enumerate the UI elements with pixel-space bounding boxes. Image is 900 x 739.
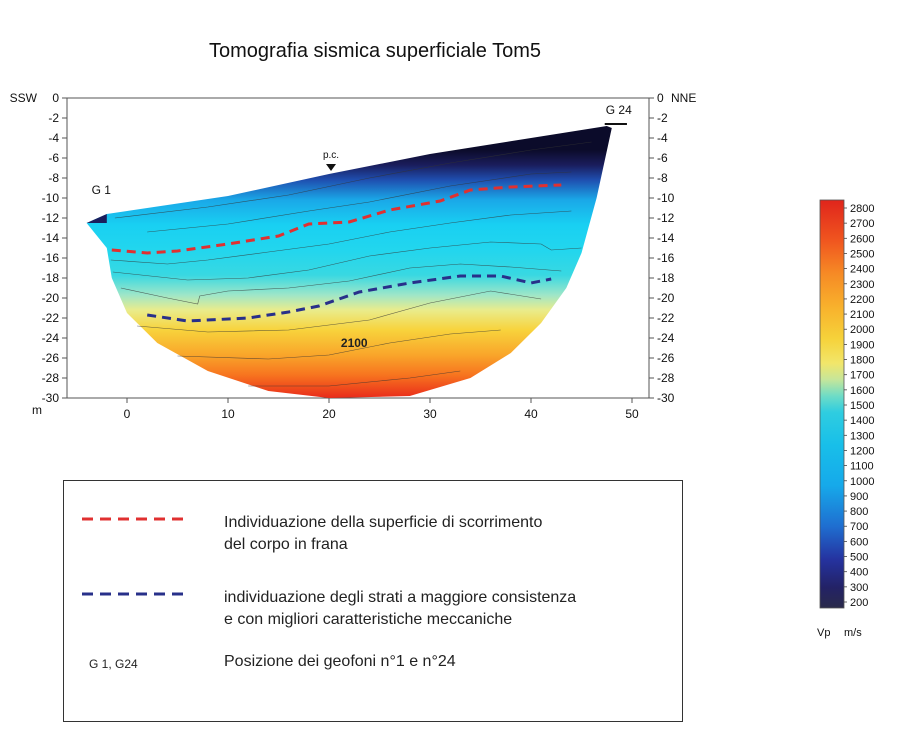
colorbar-tick-label: 2800 — [850, 203, 874, 215]
plot-frame-rect — [66, 97, 650, 399]
colorbar-tick-label: 500 — [850, 552, 868, 564]
y-tick-label-right: -22 — [657, 311, 675, 325]
contour-line-7 — [114, 141, 592, 219]
x-tick-label: 40 — [524, 407, 538, 421]
g1-wedge — [86, 214, 107, 223]
y-tick-label-right: -14 — [657, 231, 675, 245]
y-tick-label-right: -18 — [657, 271, 675, 285]
contour-line-2 — [112, 241, 582, 281]
colorbar-tick-label: 1700 — [850, 370, 874, 382]
colorbar-tick-label: 2000 — [850, 324, 874, 336]
y-tick-label-right: 0 — [657, 91, 664, 105]
x-tick-label: 30 — [423, 407, 437, 421]
legend-blue-text-2: e con migliori caratteristiche meccanich… — [224, 611, 513, 628]
y-tick-label-right: -6 — [657, 151, 668, 165]
y-tick-label-left: -22 — [42, 311, 60, 325]
colorbar-tick-label: 2100 — [850, 309, 874, 321]
colorbar-tick-label: 800 — [850, 506, 868, 518]
colorbar-tick-label: 1000 — [850, 476, 874, 488]
y-tick-label-left: -28 — [42, 371, 60, 385]
colorbar-tick-label: 1600 — [850, 385, 874, 397]
x-tick-label: 50 — [625, 407, 639, 421]
contour-line-1 — [110, 210, 572, 265]
colorbar-rect — [819, 199, 845, 609]
legend-red-text-1: Individuazione della superficie di scorr… — [224, 514, 543, 531]
y-tick-label-left: -26 — [42, 351, 60, 365]
colorbar-tick-label: 2500 — [850, 248, 874, 260]
colorbar-label: Vp — [817, 627, 830, 639]
colorbar-tick-label: 1400 — [850, 415, 874, 427]
colorbar-tick-label: 300 — [850, 582, 868, 594]
y-tick-label-right: -26 — [657, 351, 675, 365]
y-tick-label-right: -8 — [657, 171, 668, 185]
y-tick-label-left: -18 — [42, 271, 60, 285]
y-tick-label-left: -16 — [42, 251, 60, 265]
colorbar-tick-label: 1200 — [850, 445, 874, 457]
colorbar-tick-label: 1800 — [850, 355, 874, 367]
legend-box — [63, 480, 683, 722]
contour-line-4 — [137, 290, 542, 333]
legend-red-text-2: del corpo in frana — [224, 536, 348, 553]
y-tick-label-left: -6 — [48, 151, 59, 165]
colorbar-tick-label: 700 — [850, 521, 868, 533]
slip-surface-line — [111, 183, 562, 255]
colorbar-tick-label: 2400 — [850, 264, 874, 276]
velocity-body — [86, 126, 612, 398]
y-tick-label-right: -12 — [657, 211, 675, 225]
colorbar-tick-label: 900 — [850, 491, 868, 503]
contour-line-6 — [248, 370, 461, 387]
contour-line-5 — [177, 329, 501, 360]
y-tick-label-left: -24 — [42, 331, 60, 345]
consistent-strata-line — [146, 274, 552, 323]
colorbar-tick-label: 2700 — [850, 218, 874, 230]
y-tick-label-left: -10 — [42, 191, 60, 205]
y-tick-label-right: -10 — [657, 191, 675, 205]
colorbar-tick-label: 400 — [850, 567, 868, 579]
x-tick-label: 10 — [221, 407, 235, 421]
contour-line-3 — [120, 263, 562, 305]
g1-label: G 1 — [92, 183, 112, 197]
colorbar-tick-label: 200 — [850, 597, 868, 609]
colorbar-tick-label: 1900 — [850, 339, 874, 351]
y-tick-label-right: -2 — [657, 111, 668, 125]
colorbar-unit: m/s — [844, 627, 862, 639]
y-tick-label-left: -12 — [42, 211, 60, 225]
x-unit-label: m — [32, 403, 42, 417]
colorbar-tick-label: 1500 — [850, 400, 874, 412]
legend-geophone-text: Posizione dei geofoni n°1 e n°24 — [224, 653, 456, 670]
colorbar-tick-label: 600 — [850, 536, 868, 548]
x-tick-label: 20 — [322, 407, 336, 421]
y-tick-label-right: -4 — [657, 131, 668, 145]
legend-geophone-short: G 1, G24 — [89, 657, 138, 671]
y-tick-label-left: -30 — [42, 391, 60, 405]
pc-marker — [326, 164, 337, 171]
colorbar-tick-label: 1300 — [850, 430, 874, 442]
contour-label: 2100 — [341, 336, 368, 350]
colorbar-tick-label: 2600 — [850, 233, 874, 245]
y-tick-label-left: -2 — [48, 111, 59, 125]
y-tick-label-left: -14 — [42, 231, 60, 245]
y-tick-label-left: -4 — [48, 131, 59, 145]
colorbar-tick-label: 1100 — [850, 461, 874, 473]
g24-label: G 24 — [606, 103, 632, 117]
y-tick-label-right: -24 — [657, 331, 675, 345]
y-tick-label-right: -20 — [657, 291, 675, 305]
chart-title: Tomografia sismica superficiale Tom5 — [209, 40, 541, 62]
colorbar-tick-label: 2300 — [850, 279, 874, 291]
contour-line-8 — [147, 171, 572, 233]
colorbar-tick-label: 2200 — [850, 294, 874, 306]
y-tick-label-left: -20 — [42, 291, 60, 305]
y-tick-label-right: -28 — [657, 371, 675, 385]
pc-label: p.c. — [323, 150, 339, 161]
y-tick-label-right: -30 — [657, 391, 675, 405]
y-tick-label-right: -16 — [657, 251, 675, 265]
y-end-label-right: NNE — [671, 91, 696, 105]
legend-blue-text-1: individuazione degli strati a maggiore c… — [224, 589, 577, 606]
y-end-label-left: SSW — [10, 91, 38, 105]
y-tick-label-left: 0 — [52, 91, 59, 105]
x-tick-label: 0 — [124, 407, 131, 421]
y-tick-label-left: -8 — [48, 171, 59, 185]
